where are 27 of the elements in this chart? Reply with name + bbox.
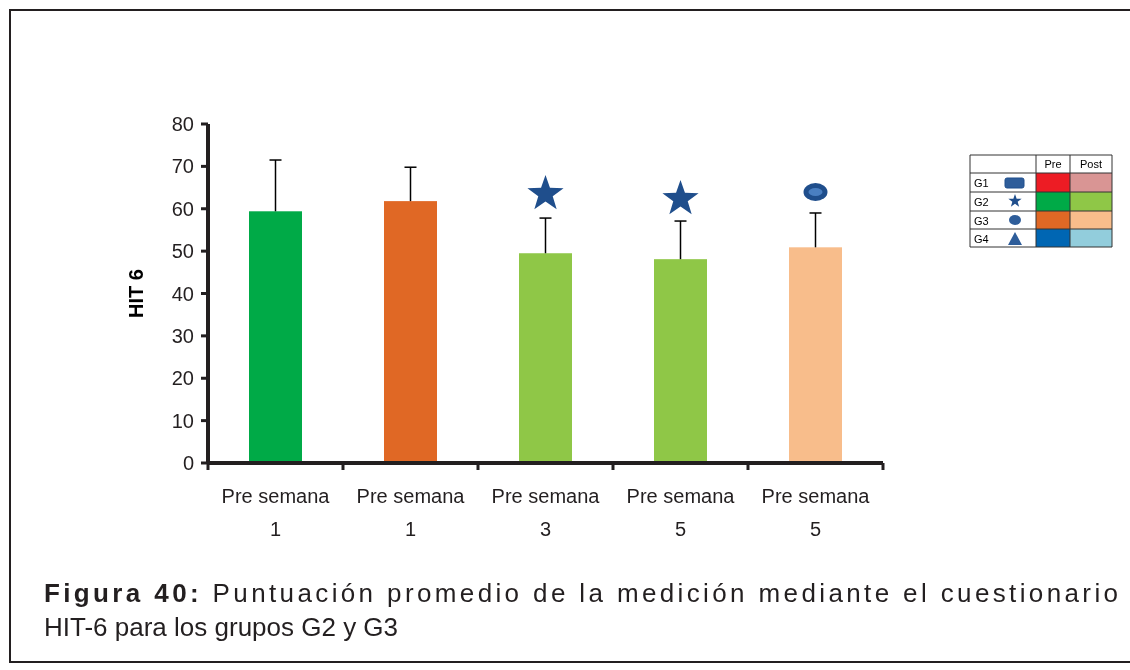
- bar: [384, 201, 437, 463]
- text: G2: [974, 196, 989, 208]
- y-tick-label: 70: [171, 155, 194, 178]
- text: G1: [974, 177, 989, 189]
- text: Pre: [1044, 158, 1062, 170]
- y-tick-label: 40: [171, 282, 194, 305]
- y-tick-label: 80: [171, 113, 194, 135]
- y-tick-label: 50: [171, 240, 194, 263]
- y-tick-label: 20: [171, 367, 194, 390]
- x-tick-label: Pre semana 5: [761, 485, 871, 540]
- bar: [789, 247, 842, 463]
- bar: [519, 253, 572, 463]
- y-tick-label: 10: [171, 409, 194, 432]
- y-tick-label: 60: [171, 197, 194, 220]
- y-tick-label: 30: [171, 324, 194, 347]
- text: G3: [974, 215, 989, 227]
- text: G4: [974, 233, 989, 245]
- bar: [654, 259, 707, 463]
- x-tick-label: Pre semana 1: [356, 485, 466, 540]
- x-tick-label: Pre semana 3: [491, 485, 601, 540]
- y-tick-label: 0: [182, 452, 194, 474]
- bar: [249, 211, 302, 463]
- text: Post: [1079, 158, 1103, 170]
- x-tick-label: Pre semana 5: [626, 485, 736, 540]
- x-tick-label: Pre semana 1: [221, 485, 331, 540]
- text: Figura 40: Puntuación promedio de la medición mediante el cuestionario HIT-6 para los grupos G2 y G3: [44, 578, 1118, 642]
- y-axis-title: HIT 6: [125, 269, 147, 318]
